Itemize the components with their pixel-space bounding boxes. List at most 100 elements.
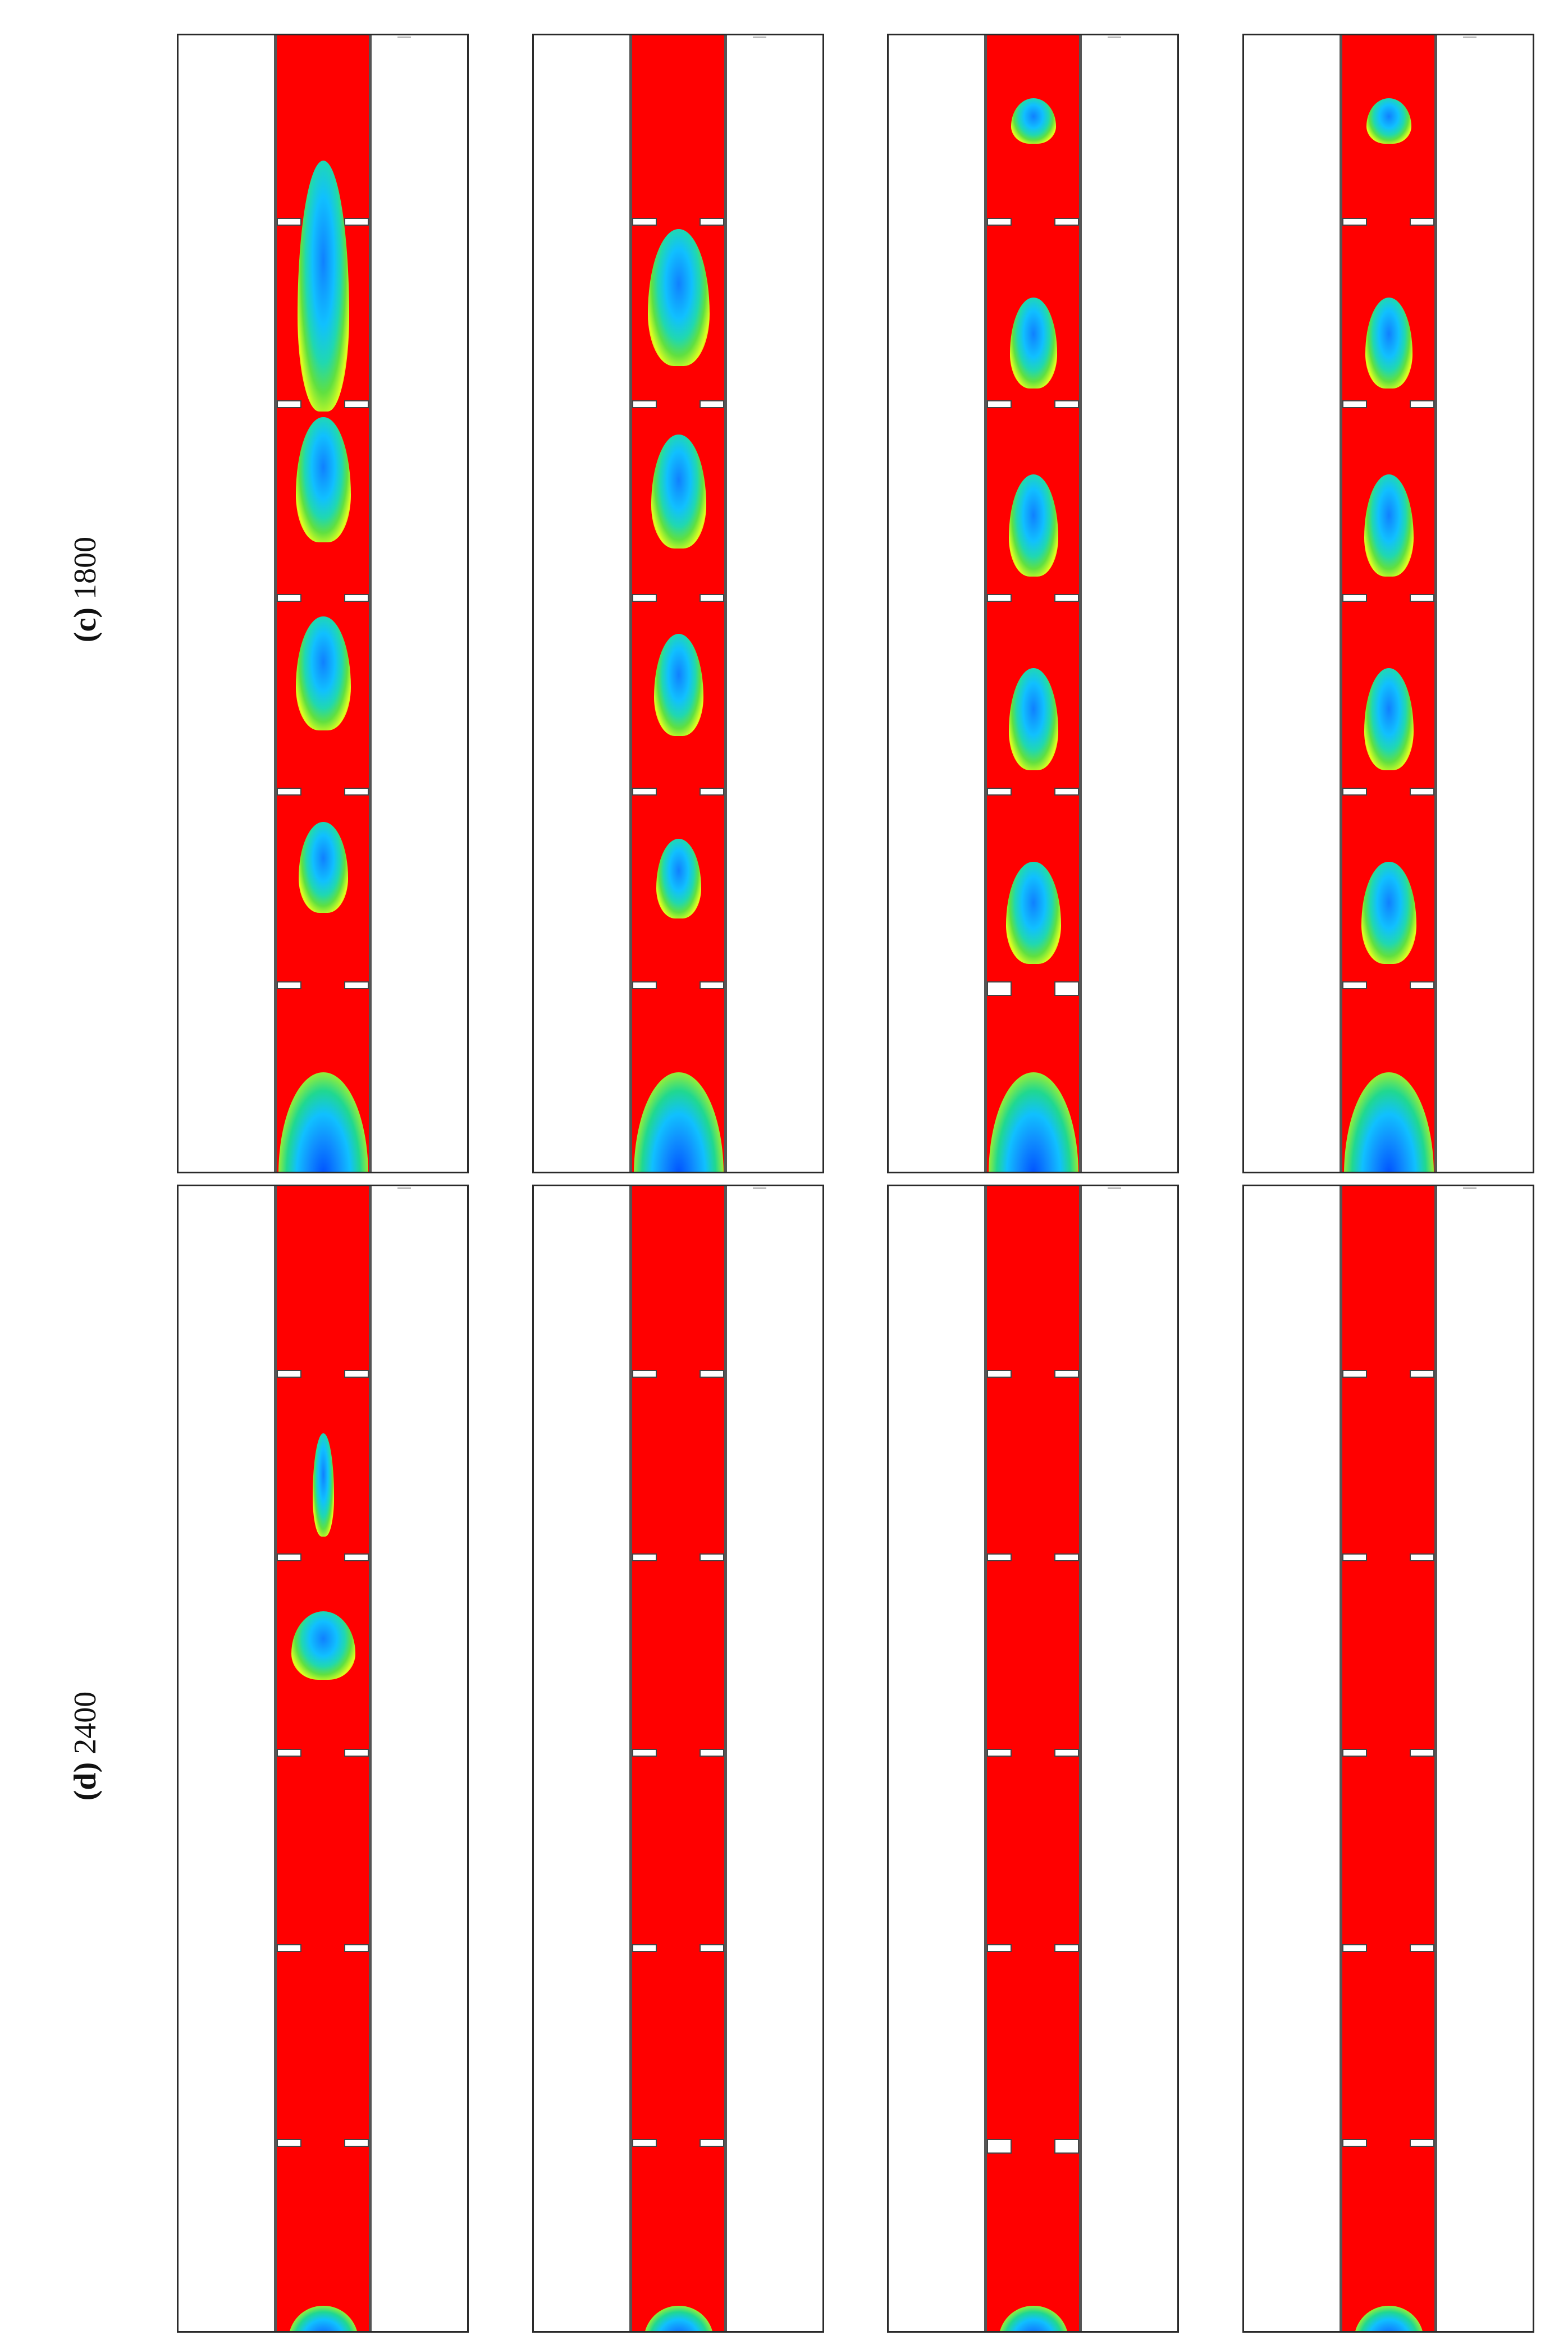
baffle-right bbox=[1409, 593, 1435, 602]
contour-panel-c-2 bbox=[532, 34, 824, 1173]
baffle-left bbox=[986, 787, 1012, 796]
baffle-right bbox=[1409, 1749, 1435, 1757]
baffle-left bbox=[1342, 981, 1368, 989]
baffle-right bbox=[1054, 1370, 1080, 1378]
baffle-right bbox=[344, 787, 369, 796]
baffle-left bbox=[1342, 1749, 1368, 1757]
row-letter-c: (c) bbox=[68, 607, 103, 643]
baffle-left bbox=[276, 1749, 302, 1757]
gas-bubble bbox=[1008, 474, 1059, 577]
baffle-left bbox=[276, 2139, 302, 2147]
baffle-right bbox=[344, 981, 369, 989]
baffle-right bbox=[699, 400, 725, 408]
baffle-right bbox=[344, 1944, 369, 1952]
contour-panel-c-4 bbox=[1242, 34, 1534, 1173]
baffle-left bbox=[986, 593, 1012, 602]
baffle-right bbox=[699, 1370, 725, 1378]
gas-bubble bbox=[653, 633, 704, 737]
baffle-right bbox=[1054, 1944, 1080, 1952]
baffle-right bbox=[344, 593, 369, 602]
gas-bubble bbox=[1009, 297, 1058, 389]
frame-tick bbox=[753, 1187, 766, 1189]
baffle-right bbox=[1409, 2139, 1435, 2147]
baffle-right bbox=[1054, 981, 1080, 996]
baffle-left bbox=[632, 787, 657, 796]
baffle-right bbox=[1054, 787, 1080, 796]
inlet-gas-plume bbox=[1344, 1072, 1434, 1172]
baffle-right bbox=[1409, 400, 1435, 408]
baffle-left bbox=[632, 1553, 657, 1562]
baffle-left bbox=[1342, 1370, 1368, 1378]
gas-bubble bbox=[296, 616, 351, 731]
baffle-right bbox=[1054, 1553, 1080, 1562]
baffle-left bbox=[1342, 1944, 1368, 1952]
flow-channel bbox=[629, 1186, 728, 2331]
inlet-gas-plume bbox=[278, 1072, 368, 1172]
baffle-left bbox=[632, 1944, 657, 1952]
gas-bubble bbox=[291, 1611, 356, 1680]
inlet-gas-plume bbox=[644, 2305, 714, 2331]
baffle-left bbox=[986, 981, 1012, 996]
baffle-left bbox=[1342, 1553, 1368, 1562]
contour-panel-d-1 bbox=[177, 1185, 469, 2333]
frame-tick bbox=[397, 1187, 411, 1189]
gas-bubble bbox=[298, 821, 349, 913]
gas-bubble bbox=[651, 434, 706, 549]
inlet-gas-plume bbox=[634, 1072, 724, 1172]
baffle-right bbox=[1409, 981, 1435, 989]
gas-bubble bbox=[1364, 668, 1414, 771]
flow-channel bbox=[984, 1186, 1082, 2331]
baffle-right bbox=[699, 2139, 725, 2147]
baffle-right bbox=[1409, 217, 1435, 226]
flow-channel bbox=[1339, 1186, 1438, 2331]
baffle-right bbox=[699, 981, 725, 989]
baffle-right bbox=[1054, 217, 1080, 226]
row-label-d: (d) 2400 bbox=[68, 1692, 103, 1800]
baffle-left bbox=[276, 1370, 302, 1378]
contour-panel-d-3 bbox=[887, 1185, 1179, 2333]
baffle-right bbox=[699, 217, 725, 226]
baffle-right bbox=[699, 593, 725, 602]
baffle-left bbox=[986, 400, 1012, 408]
baffle-left bbox=[632, 1370, 657, 1378]
frame-tick bbox=[753, 36, 766, 38]
row-label-c: (c) 1800 bbox=[68, 537, 103, 642]
baffle-right bbox=[1409, 1553, 1435, 1562]
inlet-gas-plume bbox=[999, 2305, 1068, 2331]
gas-bubble bbox=[656, 839, 701, 919]
baffle-left bbox=[986, 2139, 1012, 2154]
baffle-right bbox=[699, 1944, 725, 1952]
baffle-right bbox=[699, 1553, 725, 1562]
baffle-right bbox=[344, 217, 369, 226]
baffle-left bbox=[632, 593, 657, 602]
contour-panel-c-1 bbox=[177, 34, 469, 1173]
contour-panel-c-3 bbox=[887, 34, 1179, 1173]
baffle-right bbox=[1409, 1370, 1435, 1378]
baffle-left bbox=[276, 217, 302, 226]
baffle-left bbox=[986, 1749, 1012, 1757]
flow-channel bbox=[273, 35, 372, 1172]
flow-channel bbox=[629, 35, 728, 1172]
baffle-left bbox=[276, 400, 302, 408]
baffle-right bbox=[1409, 787, 1435, 796]
inlet-gas-plume bbox=[989, 1072, 1078, 1172]
frame-tick bbox=[1108, 36, 1121, 38]
frame-tick bbox=[1108, 1187, 1121, 1189]
row-value-d: 2400 bbox=[68, 1691, 103, 1762]
baffle-left bbox=[1342, 2139, 1368, 2147]
baffle-left bbox=[276, 593, 302, 602]
row-letter-d: (d) bbox=[68, 1762, 103, 1801]
baffle-right bbox=[1054, 2139, 1080, 2154]
baffle-right bbox=[344, 1553, 369, 1562]
flow-channel bbox=[1339, 35, 1438, 1172]
row-value-c: 1800 bbox=[68, 536, 103, 607]
baffle-left bbox=[1342, 217, 1368, 226]
baffle-right bbox=[344, 2139, 369, 2147]
inlet-gas-plume bbox=[1354, 2305, 1424, 2331]
frame-tick bbox=[1463, 1187, 1476, 1189]
contour-panel-d-2 bbox=[532, 1185, 824, 2333]
frame-tick bbox=[1463, 36, 1476, 38]
gas-bubble bbox=[1011, 98, 1056, 144]
baffle-left bbox=[986, 1370, 1012, 1378]
flow-channel bbox=[273, 1186, 372, 2331]
